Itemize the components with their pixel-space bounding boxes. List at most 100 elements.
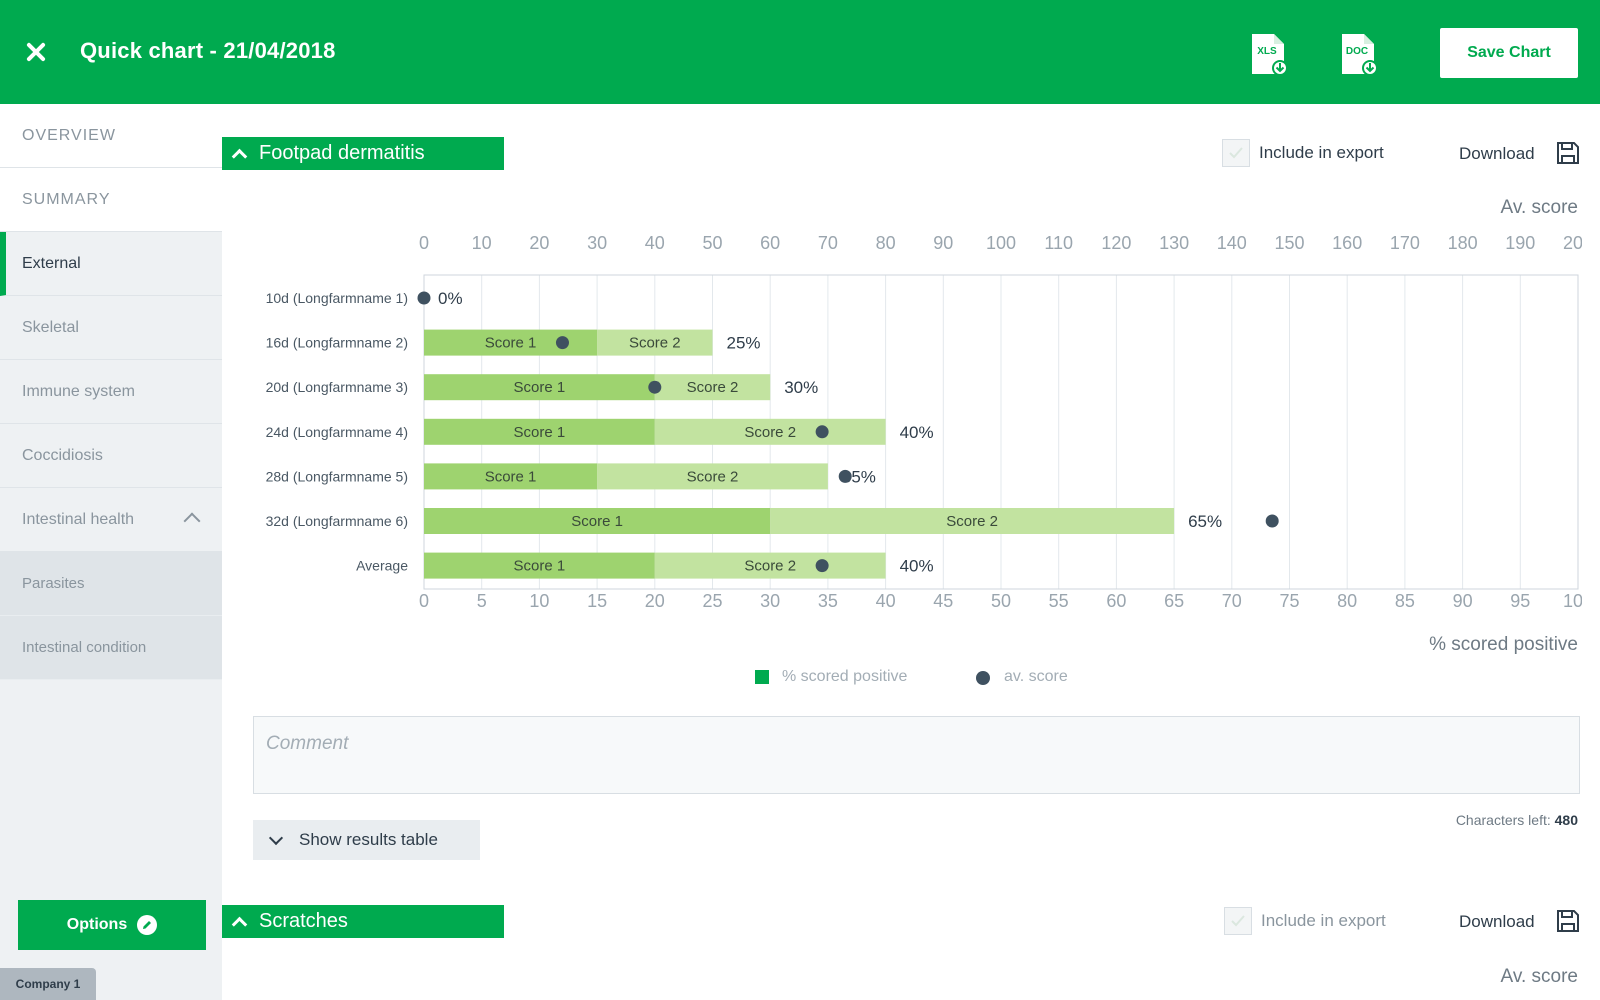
include-export-checkbox[interactable]	[1224, 907, 1252, 935]
total-label: 30%	[784, 378, 818, 397]
top-tick-label: 130	[1159, 233, 1189, 253]
bar-segment	[424, 508, 771, 534]
category-label: 20d (Longfarmname 3)	[266, 379, 408, 395]
top-tick-label: 90	[933, 233, 953, 253]
top-tick-label: 60	[760, 233, 780, 253]
bar-segment	[654, 418, 886, 445]
show-results-table-button[interactable]: Show results table	[253, 820, 480, 860]
total-label: 35%	[842, 467, 876, 486]
download-link[interactable]: Download	[1459, 912, 1535, 931]
bar-segment	[770, 508, 1175, 534]
bar-segment	[597, 463, 828, 490]
sidebar-item-overview[interactable]: OVERVIEW	[0, 104, 222, 168]
legend-swatch-score	[976, 671, 990, 685]
top-tick-label: 10	[472, 233, 492, 253]
download-link[interactable]: Download	[1459, 144, 1535, 163]
save-icon[interactable]	[1556, 909, 1580, 933]
chevron-up-icon	[231, 916, 248, 933]
bar-label: Score 2	[946, 513, 998, 530]
bar-label: Score 2	[629, 335, 681, 352]
top-tick-label: 80	[876, 233, 896, 253]
bar-label: Score 1	[514, 558, 566, 575]
close-icon[interactable]	[20, 34, 52, 70]
sidebar-item-external[interactable]: External	[0, 232, 222, 296]
section-title: Footpad dermatitis	[259, 142, 425, 164]
bottom-tick-label: 60	[1106, 591, 1126, 610]
sidebar-item-skeletal[interactable]: Skeletal	[0, 296, 222, 360]
characters-left-value: 480	[1554, 812, 1578, 828]
pencil-icon	[137, 915, 158, 935]
bar-label: Score 2	[744, 558, 796, 575]
bar-label: Score 2	[687, 379, 739, 396]
bottom-tick-label: 45	[933, 591, 953, 610]
av-score-point	[417, 291, 431, 305]
bar-label: Score 1	[571, 513, 623, 530]
doc-label: DOC	[1346, 46, 1368, 57]
sidebar-item-intestinal-condition[interactable]: Intestinal condition	[0, 616, 222, 680]
bottom-tick-label: 70	[1222, 591, 1242, 610]
characters-left: Characters left: 480	[1456, 812, 1578, 828]
av-score-point	[648, 380, 662, 394]
top-tick-label: 0	[419, 233, 429, 253]
sidebar-item-parasites[interactable]: Parasites	[0, 552, 222, 616]
category-label: 10d (Longfarmname 1)	[266, 290, 408, 306]
top-tick-label: 40	[645, 233, 665, 253]
sidebar-item-label: Intestinal health	[22, 510, 135, 528]
sidebar-item-intestinal-health[interactable]: Intestinal health	[0, 488, 222, 552]
av-score-point	[838, 469, 852, 483]
top-tick-label: 190	[1505, 233, 1535, 253]
category-label: 24d (Longfarmname 4)	[266, 424, 408, 440]
top-tick-label: 200	[1563, 233, 1582, 253]
bottom-tick-label: 100	[1563, 591, 1582, 610]
company-tab[interactable]: Company 1	[0, 968, 96, 1000]
section-toggle-footpad-dermatitis[interactable]: Footpad dermatitis	[222, 137, 504, 170]
bottom-tick-label: 40	[876, 591, 896, 610]
top-tick-label: 30	[587, 233, 607, 253]
category-label: 28d (Longfarmname 5)	[266, 468, 408, 484]
bar-segment	[597, 329, 713, 356]
legend-label-score: av. score	[1004, 668, 1068, 685]
bottom-tick-label: 20	[645, 591, 665, 610]
category-label: 16d (Longfarmname 2)	[266, 335, 408, 351]
category-label: Average	[356, 558, 408, 574]
app-header: Quick chart - 21/04/2018 XLS DOC Save Ch…	[0, 0, 1600, 104]
chevron-up-icon	[231, 148, 248, 165]
top-tick-label: 170	[1390, 233, 1420, 253]
bottom-tick-label: 5	[477, 591, 487, 610]
save-icon[interactable]	[1556, 141, 1580, 165]
sidebar-item-coccidiosis[interactable]: Coccidiosis	[0, 424, 222, 488]
comment-field[interactable]: Comment	[253, 716, 1580, 794]
sidebar-item-summary[interactable]: SUMMARY	[0, 168, 222, 232]
section-toggle-scratches[interactable]: Scratches	[222, 905, 504, 938]
bar-label: Score 1	[485, 335, 537, 352]
top-tick-label: 160	[1332, 233, 1362, 253]
bar-segment	[424, 463, 598, 490]
bottom-tick-label: 10	[529, 591, 549, 610]
save-chart-button[interactable]: Save Chart	[1440, 28, 1578, 78]
bar-segment	[424, 552, 655, 579]
options-button[interactable]: Options	[18, 900, 206, 950]
include-export-label: Include in export	[1259, 143, 1384, 162]
top-tick-label: 180	[1448, 233, 1478, 253]
sidebar-item-immune-system[interactable]: Immune system	[0, 360, 222, 424]
total-label: 40%	[900, 557, 934, 576]
top-axis-title: Av. score	[1500, 197, 1578, 218]
bar-label: Score 2	[687, 468, 739, 485]
bar-segment	[424, 418, 655, 445]
bottom-tick-label: 35	[818, 591, 838, 610]
bottom-tick-label: 50	[991, 591, 1011, 610]
legend-swatch-positive	[755, 670, 769, 684]
top-tick-label: 150	[1274, 233, 1304, 253]
total-label: 0%	[438, 289, 463, 308]
doc-download-icon[interactable]: DOC	[1340, 32, 1384, 76]
results-label: Show results table	[299, 830, 438, 849]
xls-download-icon[interactable]: XLS	[1250, 32, 1294, 76]
bottom-tick-label: 75	[1279, 591, 1299, 610]
bottom-axis-title: % scored positive	[1429, 634, 1578, 655]
bar-label: Score 1	[514, 379, 566, 396]
av-score-point	[815, 425, 829, 439]
include-export-checkbox[interactable]	[1222, 139, 1250, 167]
stacked-bar-chart: 0 10 20 30 40 50 60 70 80 90 100 110 120 130 140 150 160…	[266, 233, 1582, 610]
category-label: 32d (Longfarmname 6)	[266, 513, 408, 529]
top-axis-title: Av. score	[1500, 966, 1578, 987]
